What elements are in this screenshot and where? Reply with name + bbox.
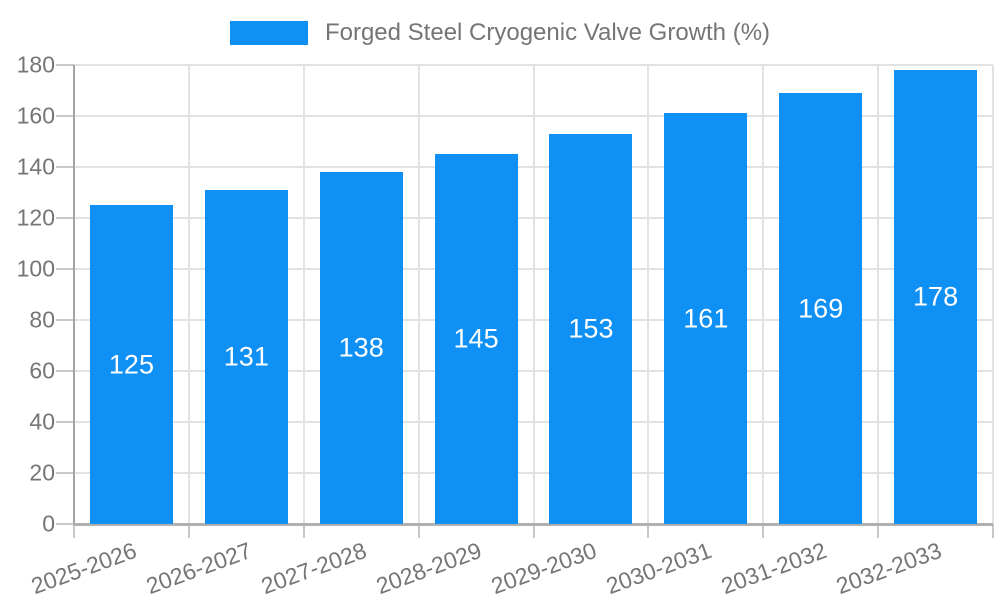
x-axis-tick: [73, 524, 75, 538]
y-axis-tick-label: 100: [16, 255, 55, 282]
y-axis-tick: [56, 523, 74, 525]
y-axis-tick-label: 0: [42, 510, 55, 537]
bar-value-label: 125: [108, 349, 154, 380]
bar-value-label: 153: [568, 313, 614, 344]
y-axis-tick: [56, 421, 74, 423]
y-axis-tick: [56, 115, 74, 117]
gridline-vertical: [187, 65, 190, 524]
x-axis-tick: [992, 524, 994, 538]
bar-value-label: 145: [453, 323, 499, 354]
chart-legend: Forged Steel Cryogenic Valve Growth (%): [0, 19, 1000, 47]
y-axis-tick: [56, 472, 74, 474]
y-axis-tick: [56, 166, 74, 168]
y-axis-tick-label: 60: [29, 357, 55, 384]
bar: [779, 93, 863, 524]
gridline-vertical: [532, 65, 535, 524]
x-axis-tick: [187, 524, 190, 538]
x-axis-tick: [532, 524, 535, 538]
y-axis-tick-label: 120: [16, 204, 55, 231]
bar: [664, 113, 748, 524]
bar-value-label: 138: [338, 332, 384, 363]
bar: [434, 154, 518, 524]
y-axis-tick: [56, 64, 74, 66]
y-axis-tick-label: 140: [16, 153, 55, 180]
gridline-vertical: [302, 65, 305, 524]
bar: [89, 205, 173, 524]
gridline-vertical: [877, 65, 880, 524]
y-axis-tick: [56, 370, 74, 372]
gridline-vertical: [417, 65, 420, 524]
x-axis-tick: [877, 524, 880, 538]
x-axis-tick: [647, 524, 650, 538]
gridline-vertical: [647, 65, 650, 524]
y-axis-tick-label: 40: [29, 408, 55, 435]
x-axis-tick: [417, 524, 420, 538]
x-axis-tick: [762, 524, 765, 538]
y-axis-tick: [56, 217, 74, 219]
y-axis-tick-label: 20: [29, 459, 55, 486]
y-axis-tick-label: 80: [29, 306, 55, 333]
bar: [319, 172, 403, 524]
bar-value-label: 178: [913, 281, 959, 312]
y-axis-line: [73, 65, 75, 524]
x-axis-line: [73, 523, 993, 526]
y-axis-tick-label: 180: [16, 51, 55, 78]
legend-swatch: [229, 21, 308, 45]
bar-value-label: 161: [683, 303, 729, 334]
gridline-vertical: [762, 65, 765, 524]
bar: [549, 133, 633, 524]
gridline-vertical: [992, 65, 994, 524]
y-axis-tick-label: 160: [16, 102, 55, 129]
y-axis-tick: [56, 268, 74, 270]
x-axis-tick: [302, 524, 305, 538]
bar-value-label: 131: [223, 341, 269, 372]
y-axis-tick: [56, 319, 74, 321]
bar: [894, 70, 978, 524]
bar-value-label: 169: [798, 293, 844, 324]
bar: [204, 189, 288, 524]
legend-label: Forged Steel Cryogenic Valve Growth (%): [324, 19, 771, 46]
